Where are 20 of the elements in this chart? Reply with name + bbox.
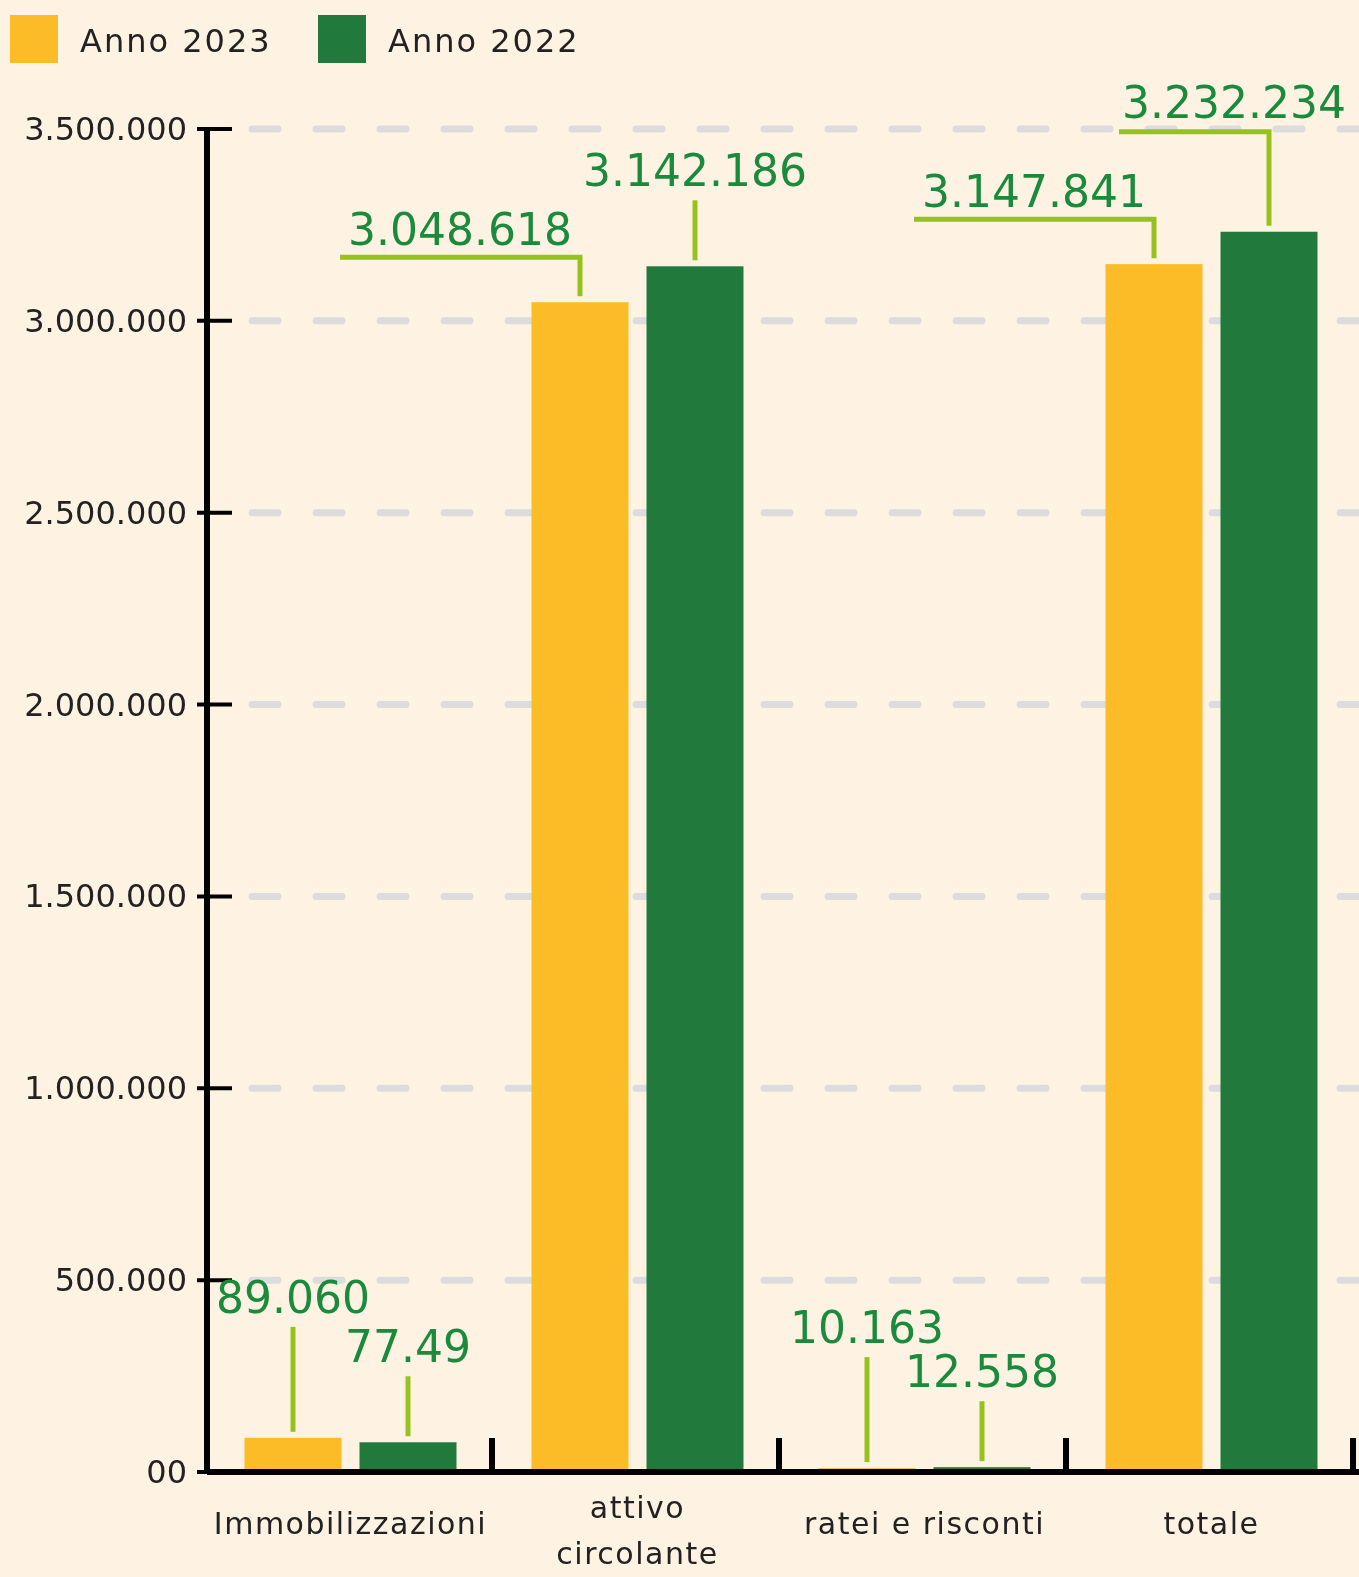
legend-label: Anno 2022 xyxy=(388,22,580,60)
data-label: 3.142.186 xyxy=(583,145,807,197)
annotation: 77.49 xyxy=(345,1321,471,1373)
y-tick-label: 1.000.000 xyxy=(24,1069,187,1108)
x-tick-label: totale xyxy=(1163,1506,1260,1541)
data-label: 3.232.234 xyxy=(1122,76,1346,128)
y-tick-label: 00 xyxy=(146,1453,187,1491)
x-tick-label: Immobilizzazioni xyxy=(213,1506,488,1541)
x-tick-label: ratei e risconti xyxy=(803,1506,1046,1541)
data-label: 89.060 xyxy=(216,1271,370,1323)
x-tick-label: attivo circolante xyxy=(556,1490,719,1571)
legend-label: Anno 2023 xyxy=(80,22,272,60)
y-tick-label: 1.500.000 xyxy=(24,877,187,916)
data-label: 3.147.841 xyxy=(922,166,1146,218)
y-tick-label: 2.000.000 xyxy=(24,685,187,724)
y-tick-label: 3.500.000 xyxy=(24,110,187,148)
data-label: 3.048.618 xyxy=(348,204,572,256)
y-tick-label: 3.000.000 xyxy=(24,301,187,340)
y-tick-label: 500.000 xyxy=(54,1261,187,1300)
y-tick-label: 2.500.000 xyxy=(24,493,187,532)
